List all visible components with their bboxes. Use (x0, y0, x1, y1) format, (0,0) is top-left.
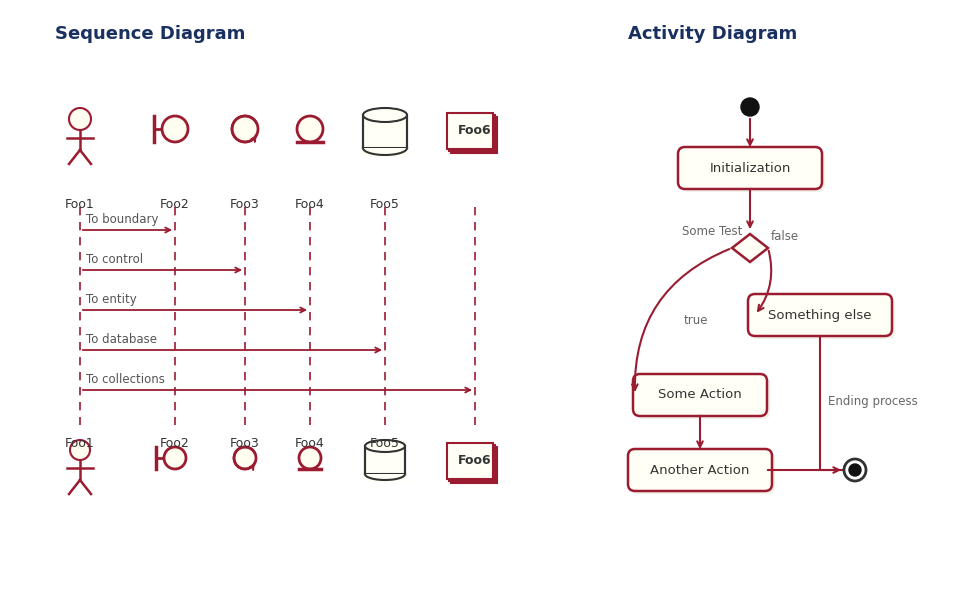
FancyBboxPatch shape (447, 113, 493, 149)
FancyBboxPatch shape (365, 446, 405, 474)
Text: Foo2: Foo2 (160, 437, 190, 450)
Circle shape (849, 464, 861, 476)
Circle shape (844, 459, 866, 481)
Circle shape (297, 116, 323, 142)
Text: Foo6: Foo6 (458, 455, 492, 467)
Text: To collections: To collections (86, 373, 165, 386)
Circle shape (164, 447, 186, 469)
Circle shape (234, 447, 256, 469)
Text: Foo5: Foo5 (370, 198, 400, 211)
Ellipse shape (365, 440, 405, 452)
Circle shape (741, 98, 759, 116)
Text: true: true (684, 314, 708, 328)
FancyBboxPatch shape (633, 374, 767, 416)
FancyBboxPatch shape (748, 294, 892, 336)
Text: Activity Diagram: Activity Diagram (628, 25, 797, 43)
Circle shape (69, 108, 91, 130)
Circle shape (232, 116, 258, 142)
FancyBboxPatch shape (681, 150, 825, 192)
FancyBboxPatch shape (449, 115, 495, 151)
Text: Ending process: Ending process (828, 395, 918, 408)
Text: Foo6: Foo6 (458, 124, 492, 137)
Text: Another Action: Another Action (650, 463, 750, 476)
FancyBboxPatch shape (451, 447, 497, 483)
Polygon shape (732, 234, 768, 262)
Text: false: false (771, 230, 799, 243)
Text: Some Action: Some Action (659, 389, 742, 401)
Text: Foo2: Foo2 (160, 198, 190, 211)
Text: Sequence Diagram: Sequence Diagram (55, 25, 246, 43)
FancyBboxPatch shape (449, 445, 495, 481)
Text: To database: To database (86, 333, 157, 346)
Text: Foo4: Foo4 (295, 198, 324, 211)
Text: Foo4: Foo4 (295, 437, 324, 450)
Text: To boundary: To boundary (86, 213, 158, 226)
FancyBboxPatch shape (628, 449, 772, 491)
Text: Foo3: Foo3 (230, 198, 260, 211)
Text: Foo1: Foo1 (65, 437, 95, 450)
Text: Some Test: Some Test (682, 225, 742, 238)
Circle shape (70, 440, 90, 460)
FancyBboxPatch shape (631, 452, 775, 494)
Ellipse shape (363, 108, 407, 122)
Text: To control: To control (86, 253, 143, 266)
Text: Something else: Something else (768, 308, 872, 322)
Text: Initialization: Initialization (709, 161, 791, 175)
FancyBboxPatch shape (363, 115, 407, 148)
FancyBboxPatch shape (678, 147, 822, 189)
Circle shape (162, 116, 188, 142)
FancyBboxPatch shape (447, 443, 493, 479)
FancyBboxPatch shape (636, 377, 770, 419)
FancyBboxPatch shape (364, 474, 406, 482)
Text: Foo5: Foo5 (370, 437, 400, 450)
Text: To entity: To entity (86, 293, 136, 306)
Text: Foo3: Foo3 (230, 437, 260, 450)
Text: Foo1: Foo1 (65, 198, 95, 211)
FancyBboxPatch shape (751, 297, 895, 339)
FancyBboxPatch shape (451, 117, 497, 153)
Circle shape (299, 447, 321, 469)
FancyBboxPatch shape (362, 148, 408, 157)
